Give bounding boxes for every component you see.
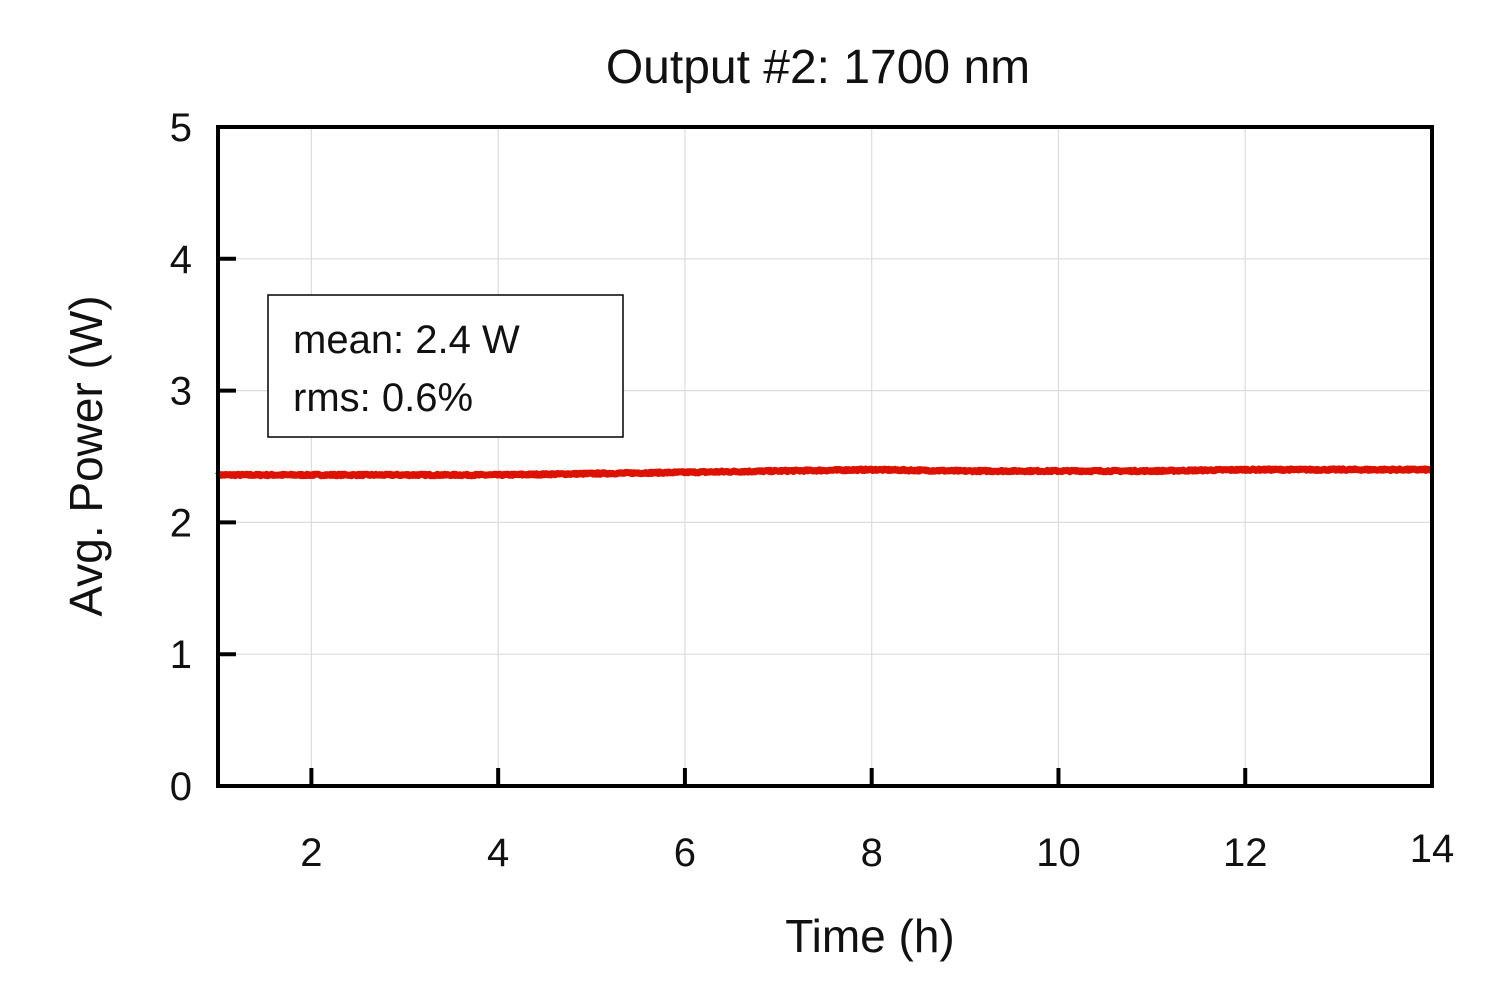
chart-title: Output #2: 1700 nm [606, 41, 1030, 94]
x-tick-label: 4 [487, 831, 509, 875]
y-tick-label: 3 [170, 370, 192, 414]
series-layer [215, 465, 1435, 480]
annotation-rms: rms: 0.6% [293, 376, 473, 420]
y-tick-label: 1 [170, 633, 192, 677]
y-tick-label: 5 [170, 106, 192, 150]
annotation-mean: mean: 2.4 W [293, 318, 520, 362]
plot-frame [216, 125, 1434, 788]
grid [218, 127, 1432, 786]
x-axis-label: Time (h) [785, 910, 955, 962]
x-tick-label: 10 [1036, 831, 1081, 875]
y-tick-label: 0 [170, 765, 192, 809]
x-tick-label: 2 [300, 831, 322, 875]
stats-annotation: mean: 2.4 W rms: 0.6% [267, 294, 624, 438]
y-tick-label: 2 [170, 501, 192, 545]
x-tick-label: 6 [674, 831, 696, 875]
x-tick-label: 12 [1223, 831, 1268, 875]
x-tick-label: 8 [861, 831, 883, 875]
y-tick-label: 4 [170, 238, 192, 282]
y-axis-label: Avg. Power (W) [60, 295, 112, 616]
series-line [215, 465, 1435, 480]
x-tick-label: 14 [1410, 827, 1455, 871]
annotation-box [267, 294, 624, 438]
